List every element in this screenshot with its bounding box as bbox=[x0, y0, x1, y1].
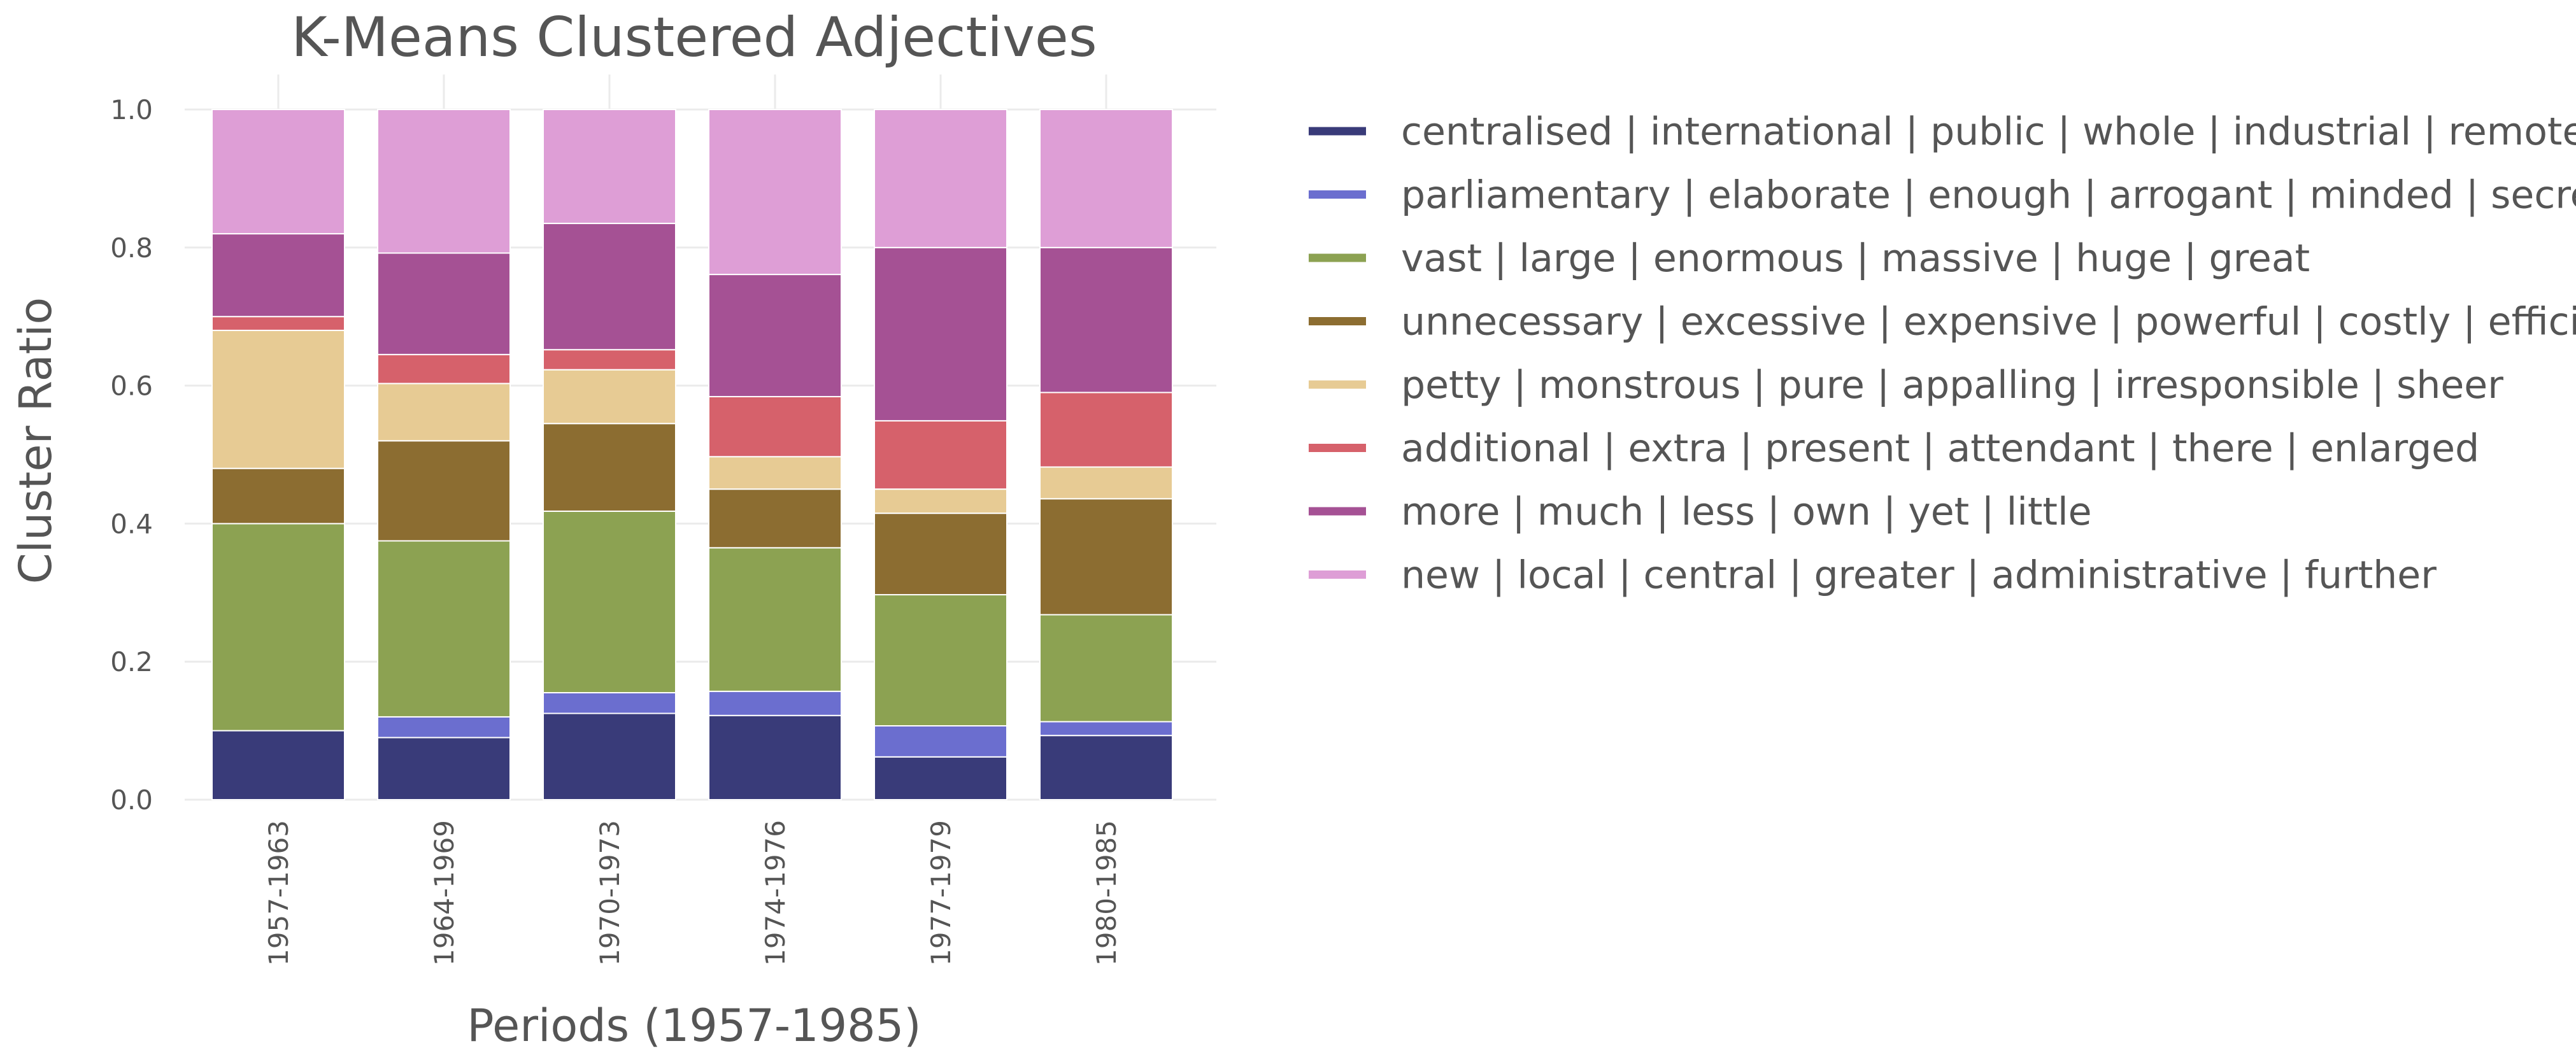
legend-entry: new | local | central | greater | admini… bbox=[1401, 553, 2437, 598]
bar-segment bbox=[377, 540, 511, 718]
bar-segment bbox=[377, 353, 511, 385]
bar-segment bbox=[874, 756, 1007, 800]
bar-segment bbox=[543, 423, 676, 512]
bar-segment bbox=[543, 369, 676, 425]
bar-segment bbox=[543, 109, 676, 224]
y-tick-label: 0.4 bbox=[110, 508, 153, 539]
legend-entry: more | much | less | own | yet | little bbox=[1401, 490, 2092, 534]
bar-segment bbox=[211, 730, 345, 800]
x-tick-label: 1970-1973 bbox=[594, 820, 625, 966]
legend-entry: vast | large | enormous | massive | huge… bbox=[1401, 236, 2310, 281]
bar-segment bbox=[874, 246, 1007, 421]
bar-segment bbox=[377, 109, 511, 254]
bar-segment bbox=[543, 510, 676, 693]
y-axis-ticks: 0.0 0.2 0.4 0.6 0.8 1.0 bbox=[110, 94, 153, 816]
bar-segment bbox=[211, 109, 345, 235]
bar-segment bbox=[874, 594, 1007, 727]
legend-entry: petty | monstrous | pure | appalling | i… bbox=[1401, 363, 2503, 407]
bar-segment bbox=[1039, 246, 1173, 393]
legend: centralised | international | public | w… bbox=[1309, 110, 2576, 598]
y-axis-label: Cluster Ratio bbox=[10, 297, 62, 584]
x-tick-label: 1980-1985 bbox=[1091, 820, 1122, 966]
bar-segment bbox=[543, 691, 676, 714]
bar-segment bbox=[874, 420, 1007, 490]
legend-entry: centralised | international | public | w… bbox=[1401, 110, 2576, 154]
bar-segment bbox=[211, 233, 345, 318]
x-tick-label: 1957-1963 bbox=[263, 820, 294, 966]
bar-segment bbox=[543, 222, 676, 351]
y-tick-label: 0.8 bbox=[110, 232, 153, 264]
bar-segment bbox=[1039, 614, 1173, 723]
bar-segment bbox=[708, 456, 842, 490]
bar-segment bbox=[708, 547, 842, 692]
bar-segment bbox=[211, 316, 345, 331]
bar-segment bbox=[874, 109, 1007, 248]
bar-segment bbox=[874, 513, 1007, 596]
y-tick-label: 0.0 bbox=[110, 784, 153, 816]
bar-segment bbox=[708, 274, 842, 397]
bar-segment bbox=[874, 725, 1007, 758]
y-tick-label: 0.2 bbox=[110, 646, 153, 677]
bar-segment bbox=[377, 252, 511, 355]
bar-segment bbox=[708, 690, 842, 716]
y-tick-label: 0.6 bbox=[110, 371, 153, 402]
bar-segment bbox=[1039, 735, 1173, 800]
legend-entry: parliamentary | elaborate | enough | arr… bbox=[1401, 173, 2576, 218]
bar-segment bbox=[874, 488, 1007, 514]
bar-segment bbox=[708, 714, 842, 800]
bar-segment bbox=[377, 716, 511, 739]
chart-title: K-Means Clustered Adjectives bbox=[291, 6, 1097, 69]
bar-segment bbox=[377, 383, 511, 442]
legend-entry: additional | extra | present | attendant… bbox=[1401, 427, 2479, 471]
bar-segment bbox=[1039, 466, 1173, 500]
bar-segment bbox=[377, 737, 511, 800]
bar-segment bbox=[1039, 498, 1173, 616]
bar-segment bbox=[708, 109, 842, 276]
bar-segment bbox=[211, 523, 345, 732]
x-tick-label: 1974-1976 bbox=[760, 820, 791, 966]
bar-segment bbox=[1039, 721, 1173, 737]
bar-segment bbox=[1039, 109, 1173, 248]
bar-segment bbox=[211, 329, 345, 469]
x-tick-label: 1964-1969 bbox=[429, 820, 460, 966]
legend-entry: unnecessary | excessive | expensive | po… bbox=[1401, 300, 2576, 344]
bars bbox=[211, 109, 1173, 800]
bar-segment bbox=[543, 712, 676, 800]
bar-segment bbox=[211, 467, 345, 525]
bar-segment bbox=[1039, 392, 1173, 468]
bar-segment bbox=[708, 395, 842, 458]
bar-segment bbox=[377, 440, 511, 542]
bar-segment bbox=[708, 488, 842, 549]
x-axis-ticks: 1957-1963 1964-1969 1970-1973 1974-1976 1977… bbox=[263, 820, 1122, 966]
y-tick-label: 1.0 bbox=[110, 94, 153, 125]
x-axis-label: Periods (1957-1985) bbox=[467, 1000, 921, 1052]
bar-segment bbox=[543, 349, 676, 371]
x-tick-label: 1977-1979 bbox=[925, 820, 957, 966]
